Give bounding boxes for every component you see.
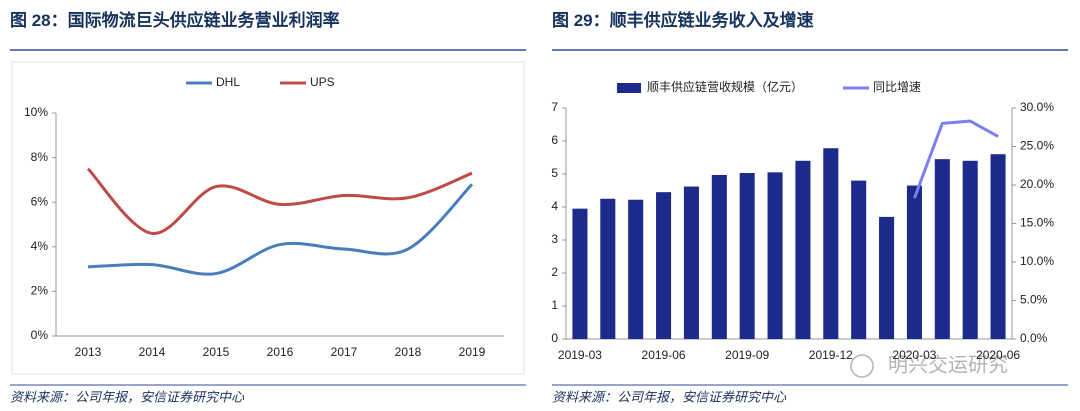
x-tick-label: 2017 bbox=[331, 345, 358, 359]
bar bbox=[851, 180, 867, 339]
legend-label: UPS bbox=[310, 75, 335, 89]
legend-label: 同比增速 bbox=[873, 80, 921, 94]
y-tick-label: 6% bbox=[31, 194, 49, 208]
x-tick-label: 2018 bbox=[395, 345, 422, 359]
source-note: 资料来源：公司年报，安信证券研究中心 bbox=[10, 389, 245, 404]
y2-tick-label: 30.0% bbox=[1020, 100, 1054, 114]
x-tick-label: 2020-06 bbox=[976, 348, 1020, 362]
source-note: 资料来源：公司年报，安信证券研究中心 bbox=[552, 389, 787, 404]
chart-frame bbox=[11, 61, 525, 375]
y-tick-label: 2% bbox=[31, 284, 49, 298]
y2-tick-label: 5.0% bbox=[1020, 293, 1048, 307]
x-tick-label: 2019-12 bbox=[809, 348, 853, 362]
y2-tick-label: 20.0% bbox=[1020, 177, 1054, 191]
bar bbox=[711, 174, 727, 339]
y-tick-label: 4% bbox=[31, 239, 49, 253]
bar bbox=[767, 172, 783, 339]
y-tick-label: 7 bbox=[551, 100, 558, 114]
x-tick-label: 2015 bbox=[203, 345, 230, 359]
line-series bbox=[87, 183, 474, 276]
bar bbox=[962, 160, 978, 339]
x-tick-label: 2013 bbox=[75, 345, 102, 359]
legend-swatch bbox=[617, 83, 641, 93]
x-tick-label: 2014 bbox=[139, 345, 166, 359]
y-tick-label: 0 bbox=[551, 331, 558, 345]
watermark-icon bbox=[850, 354, 874, 378]
y-tick-label: 1 bbox=[551, 298, 558, 312]
bar bbox=[628, 199, 644, 339]
x-tick-label: 2019-06 bbox=[642, 348, 686, 362]
x-tick-label: 2019-03 bbox=[558, 348, 602, 362]
y-tick-label: 5 bbox=[551, 166, 558, 180]
bar bbox=[879, 216, 895, 339]
y-tick-label: 8% bbox=[31, 150, 49, 164]
y-tick-label: 10% bbox=[24, 105, 48, 119]
legend-label: 顺丰供应链营收规模（亿元） bbox=[647, 79, 803, 94]
line-series bbox=[913, 119, 999, 199]
y2-tick-label: 25.0% bbox=[1020, 139, 1054, 153]
x-tick-label: 2020-03 bbox=[892, 348, 936, 362]
x-tick-label: 2016 bbox=[267, 345, 294, 359]
x-tick-label: 2019 bbox=[459, 345, 486, 359]
y-tick-label: 6 bbox=[551, 133, 558, 147]
line-series bbox=[86, 167, 473, 235]
y-tick-label: 4 bbox=[551, 199, 558, 213]
bar bbox=[990, 154, 1006, 339]
bar bbox=[795, 160, 811, 339]
y2-tick-label: 10.0% bbox=[1020, 254, 1054, 268]
y-tick-label: 0% bbox=[31, 328, 49, 342]
bar bbox=[683, 186, 699, 339]
y-tick-label: 2 bbox=[551, 265, 558, 279]
y-tick-label: 3 bbox=[551, 232, 558, 246]
chart-title: 图 29：顺丰供应链业务收入及增速 bbox=[552, 10, 814, 30]
bar bbox=[572, 208, 588, 339]
bar bbox=[600, 198, 616, 339]
bar bbox=[739, 173, 755, 339]
watermark: 明兴交运研究 bbox=[888, 353, 1008, 376]
y2-tick-label: 15.0% bbox=[1020, 216, 1054, 230]
bar bbox=[656, 192, 672, 339]
y2-tick-label: 0.0% bbox=[1020, 331, 1048, 345]
bar bbox=[906, 185, 922, 339]
bar bbox=[823, 148, 839, 339]
x-tick-label: 2019-09 bbox=[725, 348, 769, 362]
bar bbox=[934, 159, 950, 339]
legend-label: DHL bbox=[216, 75, 240, 89]
chart-title: 图 28：国际物流巨头供应链业务营业利润率 bbox=[10, 10, 340, 30]
